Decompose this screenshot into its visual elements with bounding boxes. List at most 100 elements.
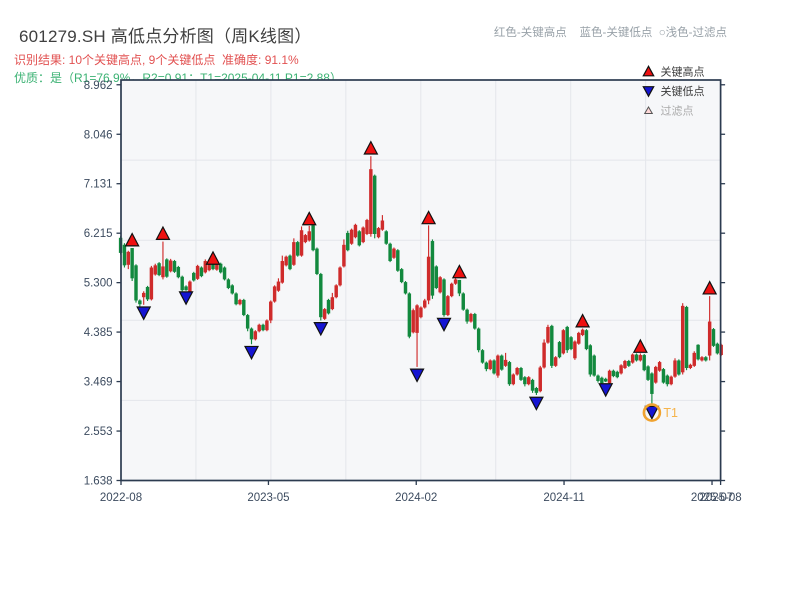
candle (207, 263, 211, 271)
candles (118, 156, 723, 405)
candle (299, 230, 304, 256)
candle (603, 378, 608, 382)
candle (172, 261, 177, 272)
candle (161, 266, 165, 278)
candle (319, 273, 323, 318)
legend-item-label: 过滤点 (661, 105, 694, 118)
candle (642, 355, 646, 371)
marker-key-high (124, 232, 140, 247)
x-tick-label: 2024-02 (395, 492, 437, 504)
candle (334, 285, 338, 298)
candle (411, 310, 415, 333)
candle (550, 325, 554, 366)
marker-key-high (155, 225, 171, 240)
candle (415, 305, 419, 333)
y-tick-label: 1.638 (84, 476, 113, 488)
candle (295, 242, 300, 256)
candle (650, 373, 654, 394)
candle (692, 352, 696, 366)
candle (677, 360, 681, 375)
candle (615, 371, 619, 378)
candle (392, 248, 396, 258)
candle (245, 315, 250, 329)
candle (588, 345, 593, 375)
candle (434, 266, 439, 289)
candle (396, 250, 400, 271)
candle (584, 330, 589, 350)
legend-item-label: 关键低点 (661, 84, 705, 98)
legend-item-label: 关键高点 (661, 65, 705, 79)
x-tick-label: 2023-05 (247, 492, 289, 504)
candle (168, 260, 173, 272)
candle (322, 309, 327, 319)
candle (176, 266, 181, 278)
candle (195, 265, 200, 279)
candle (619, 365, 623, 374)
candle (515, 368, 519, 375)
candle (523, 377, 527, 385)
candle (403, 282, 408, 294)
candle (326, 299, 331, 314)
candle (188, 281, 192, 295)
candle (680, 305, 685, 373)
marker-key-low (436, 317, 452, 332)
candle (180, 276, 184, 291)
candle (234, 293, 238, 305)
candle (553, 357, 558, 366)
candle (565, 326, 569, 351)
candle (480, 350, 485, 363)
legend-key-high-icon (642, 65, 655, 77)
candle (399, 269, 404, 283)
x-tick-label: 2025-08 (699, 492, 741, 504)
candle (122, 244, 127, 266)
candle (688, 364, 693, 369)
candle (372, 175, 377, 235)
candle (426, 256, 431, 301)
y-tick-label: 3.469 (84, 377, 113, 389)
candle (638, 355, 643, 361)
candle (704, 357, 708, 361)
candle (476, 328, 481, 351)
candle (507, 362, 512, 385)
candle (238, 299, 242, 305)
candle (423, 300, 427, 308)
candle (673, 360, 677, 377)
candle (461, 293, 465, 310)
candle (569, 337, 573, 350)
candle (338, 267, 342, 286)
candle (203, 261, 208, 273)
candle (542, 342, 546, 368)
candle (153, 265, 157, 275)
candle (276, 281, 281, 291)
candle (446, 296, 450, 316)
candle (184, 286, 188, 291)
candle (346, 232, 350, 251)
marker-key-low (313, 322, 329, 337)
candle (407, 293, 412, 337)
candle (330, 297, 335, 310)
candle (315, 248, 319, 274)
candle (488, 360, 492, 370)
candle (453, 279, 458, 284)
candle (303, 235, 308, 243)
candle (199, 267, 204, 277)
candle (211, 263, 215, 270)
marker-key-low (178, 291, 194, 306)
candle (538, 367, 542, 392)
candle (222, 267, 227, 280)
y-tick-label: 7.131 (84, 179, 113, 191)
candle (145, 286, 150, 300)
candle (134, 265, 138, 301)
candle (353, 224, 358, 238)
candle (623, 360, 627, 369)
candle (607, 370, 612, 384)
candle (365, 219, 369, 235)
plot-border (120, 79, 722, 482)
candle (342, 244, 346, 267)
candle (284, 256, 288, 266)
candle (215, 263, 219, 270)
candle (380, 220, 385, 230)
marker-key-low (244, 345, 259, 361)
candle (465, 309, 469, 322)
